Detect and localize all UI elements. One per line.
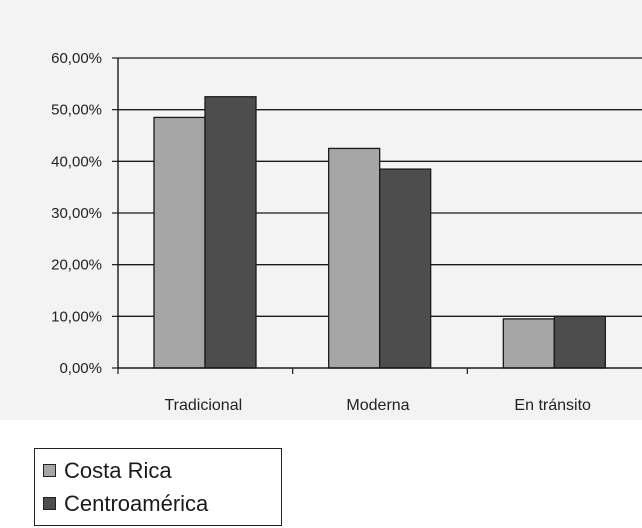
legend-swatch-centroamerica xyxy=(43,497,56,510)
x-category-label: Moderna xyxy=(346,397,409,414)
bar-chart: 0,00% 10,00% 20,00% 30,00% 40,00% 50,00% 60,00… xyxy=(51,50,642,414)
chart-area: 0,00% 10,00% 20,00% 30,00% 40,00% 50,00% 60,00… xyxy=(0,0,642,420)
bar-costa-rica xyxy=(153,116,206,369)
bar-centroamerica xyxy=(204,96,257,369)
y-tick-label: 40,00% xyxy=(51,153,102,170)
y-tick-label: 0,00% xyxy=(59,360,102,377)
legend: Costa Rica Centroamérica xyxy=(34,448,282,526)
legend-swatch-costa-rica xyxy=(43,464,56,477)
y-tick-label: 60,00% xyxy=(51,50,102,67)
bar-centroamerica xyxy=(553,315,606,369)
x-category-label: En tránsito xyxy=(514,397,591,414)
legend-item-costa-rica: Costa Rica xyxy=(43,454,281,487)
y-tick-label: 50,00% xyxy=(51,102,102,119)
legend-label-costa-rica: Costa Rica xyxy=(64,457,172,483)
y-tick-label: 20,00% xyxy=(51,257,102,274)
bar-costa-rica xyxy=(502,318,555,369)
legend-label-centroamerica: Centroamérica xyxy=(64,490,209,516)
y-tick-label: 10,00% xyxy=(51,308,102,325)
x-category-label: Tradicional xyxy=(164,397,242,414)
legend-item-centroamerica: Centroamérica xyxy=(43,487,281,520)
bar-centroamerica xyxy=(379,168,432,369)
y-tick-label: 30,00% xyxy=(51,205,102,222)
bar-costa-rica xyxy=(328,147,381,369)
